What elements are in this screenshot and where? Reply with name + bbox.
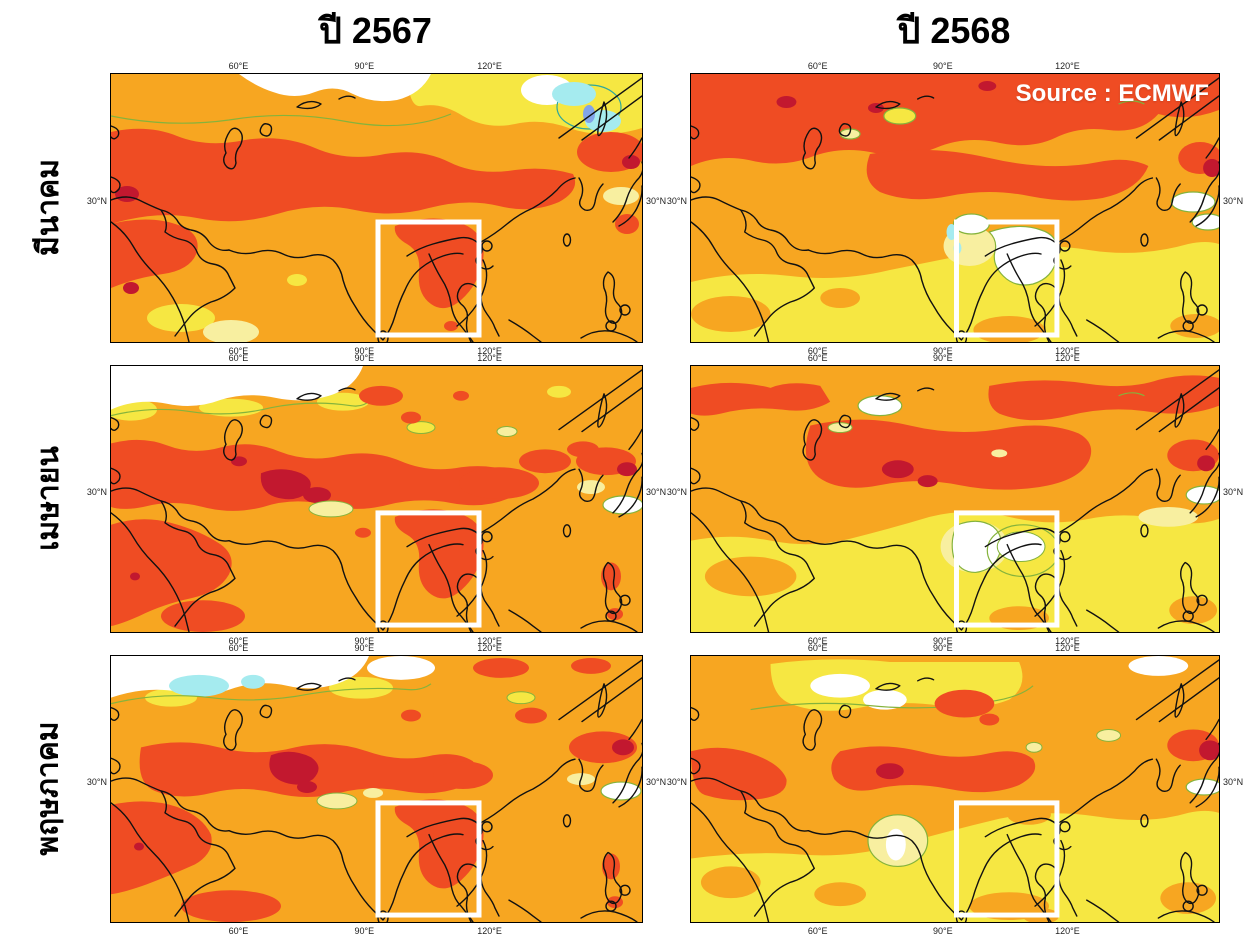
y-tick: 30°N [86,777,107,788]
x-tick: 120°E [477,346,502,356]
column-title-2568: ปี 2568 [897,9,1011,51]
x-tick: 60°E [228,353,249,363]
x-tick: 90°E [354,61,375,71]
x-tick: 60°E [807,353,828,363]
x-tick: 120°E [477,353,502,363]
x-tick: 120°E [1055,353,1080,363]
map-panel-2567-may: 60°E 90°E 120°E 60°E 90°E 120°E 30°N 30°… [87,643,666,936]
x-tick: 60°E [807,636,828,646]
x-tick: 60°E [228,61,249,71]
x-tick: 60°E [228,643,249,653]
x-tick: 60°E [807,346,828,356]
x-tick: 120°E [1055,636,1080,646]
column-title-2567: ปี 2567 [319,9,432,51]
x-tick: 90°E [933,353,953,363]
x-tick: 120°E [477,643,502,653]
x-tick: 90°E [933,643,953,653]
x-tick: 60°E [807,61,828,71]
map-panel-2568-may: 60°E 90°E 120°E 60°E 90°E 120°E 30°N 30°… [667,643,1243,936]
y-tick: 30°N [1223,487,1244,498]
map-svg [111,366,642,632]
x-tick: 90°E [354,636,375,646]
map-svg [111,74,642,342]
x-tick: 60°E [228,636,249,646]
x-tick: 120°E [1055,926,1080,936]
y-tick: 30°N [646,777,667,788]
source-credit: Source : ECMWF [1015,80,1209,107]
y-tick: 30°N [1223,777,1244,788]
y-tick: 30°N [646,196,667,207]
row-label-april: เมษายน [31,445,65,551]
x-tick: 90°E [354,353,375,363]
x-tick: 90°E [354,346,375,356]
x-tick: 60°E [807,926,828,936]
map-svg [691,656,1219,922]
map-panel-2567-march: 60°E 90°E 120°E 60°E 90°E 120°E 30°N 30°… [87,61,666,356]
x-tick: 90°E [933,636,953,646]
y-tick: 30°N [86,196,107,207]
row-label-may: พฤษภาคม [31,720,65,856]
x-tick: 60°E [228,346,249,356]
x-tick: 120°E [477,926,502,936]
map-svg [691,369,1219,632]
x-tick: 90°E [354,926,375,936]
map-panel-2567-april: 60°E 90°E 120°E 60°E 90°E 120°E 30°N 30°… [87,353,666,646]
x-tick: 60°E [228,926,249,936]
y-tick: 30°N [86,487,107,498]
y-tick: 30°N [666,777,687,788]
map-svg [691,74,1219,342]
x-tick: 120°E [1055,61,1080,71]
x-tick: 90°E [933,346,953,356]
x-tick: 60°E [807,643,828,653]
x-tick: 120°E [1055,346,1080,356]
y-tick: 30°N [666,196,687,207]
x-tick: 120°E [477,636,502,646]
row-label-march: มีนาคม [31,158,65,256]
x-tick: 90°E [933,61,953,71]
x-tick: 90°E [933,926,953,936]
map-panel-2568-march: 60°E 90°E 120°E 60°E 90°E 120°E 30°N 30°… [667,61,1243,356]
y-tick: 30°N [1223,196,1244,207]
y-tick: 30°N [666,487,687,498]
map-panel-2568-april: 60°E 90°E 120°E 60°E 90°E 120°E 30°N 30°… [667,353,1243,646]
x-tick: 120°E [1055,643,1080,653]
map-svg [111,656,642,922]
y-tick: 30°N [646,487,667,498]
x-tick: 90°E [354,643,375,653]
x-tick: 120°E [477,61,502,71]
